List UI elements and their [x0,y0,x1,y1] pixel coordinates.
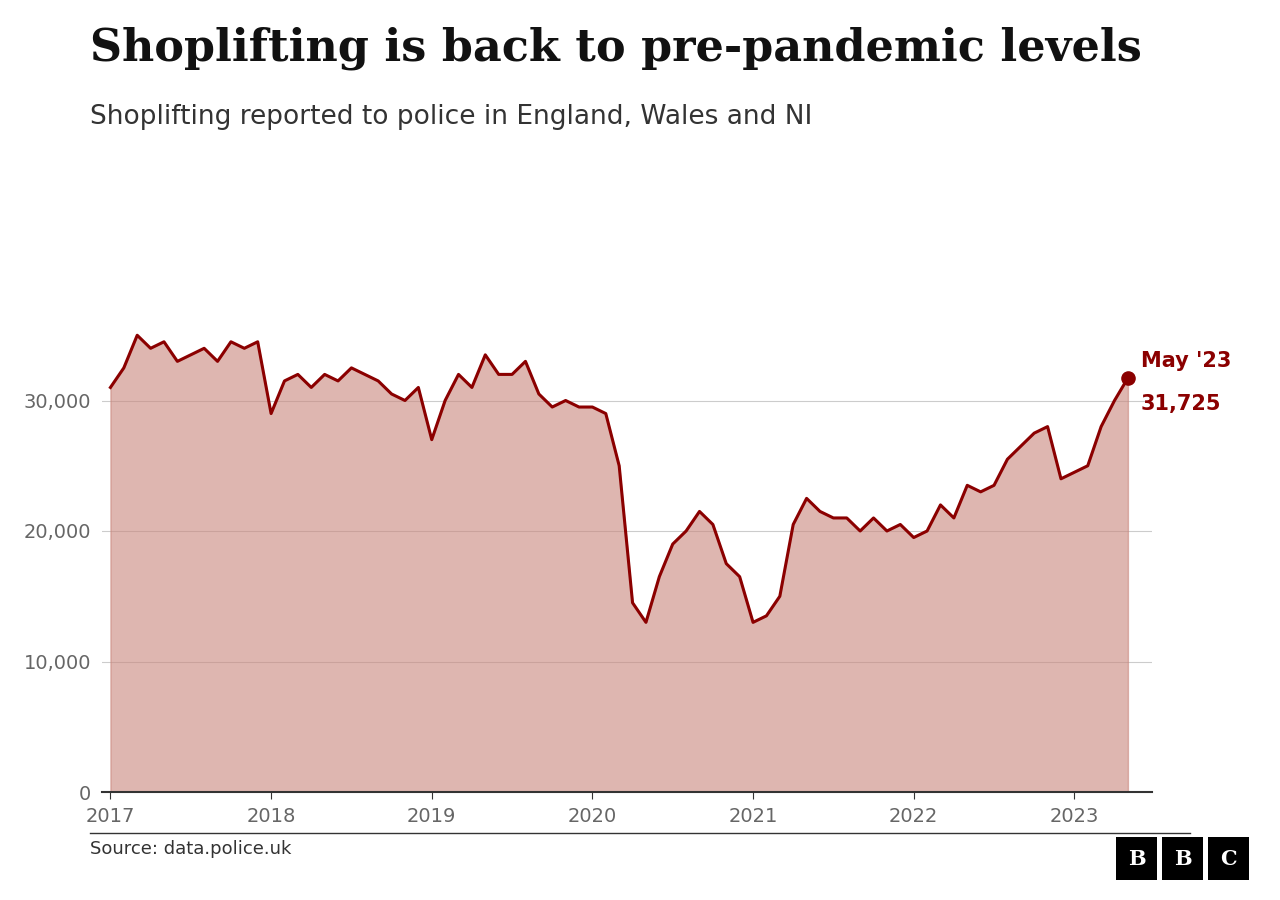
Text: Shoplifting reported to police in England, Wales and NI: Shoplifting reported to police in Englan… [90,104,812,130]
Point [1117,371,1138,385]
Text: 31,725: 31,725 [1140,393,1221,414]
Text: Source: data.police.uk: Source: data.police.uk [90,840,291,858]
Text: B: B [1128,849,1146,868]
Text: Shoplifting is back to pre-pandemic levels: Shoplifting is back to pre-pandemic leve… [90,27,1142,70]
Text: C: C [1221,849,1236,868]
Text: May '23: May '23 [1140,352,1231,372]
Text: B: B [1174,849,1192,868]
